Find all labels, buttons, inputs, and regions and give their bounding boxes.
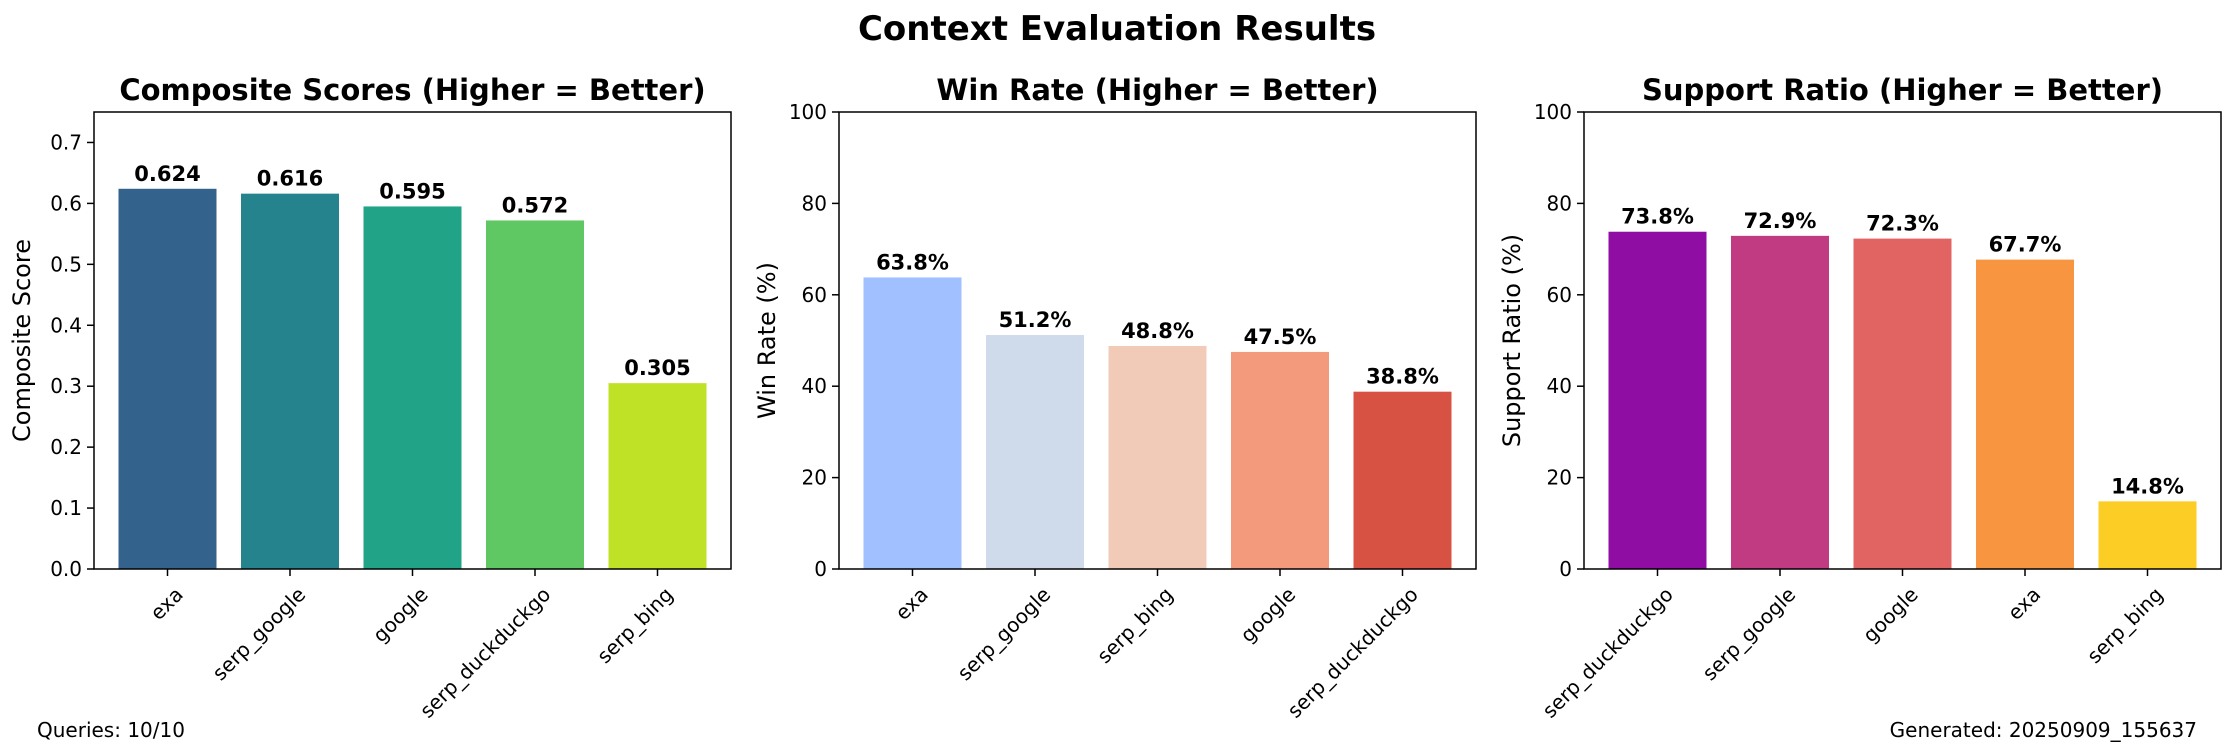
support-ratio-y-tick-label: 20 <box>1547 466 1572 490</box>
support-ratio-bar-exa <box>1976 259 2074 569</box>
composite-scores-y-tick-label: 0.1 <box>50 496 82 520</box>
composite-scores-bar-serp-google <box>241 193 339 569</box>
composite-scores-y-tick-label: 0.0 <box>50 557 82 581</box>
support-ratio-bar-google <box>1853 238 1952 570</box>
win-rate-y-tick-label: 60 <box>802 283 827 307</box>
composite-scores-bar-serp-bing <box>608 383 707 569</box>
win-rate-axes-frame <box>838 111 1477 570</box>
composite-scores-data-label: 0.572 <box>502 193 568 217</box>
support-ratio-data-label: 72.9% <box>1744 209 1817 233</box>
win-rate-y-axis-label: Win Rate (%) <box>753 262 781 419</box>
win-rate-data-label: 63.8% <box>876 250 949 274</box>
composite-scores-bar-google <box>363 206 462 570</box>
win-rate-bar-serp-duckduckgo <box>1353 391 1452 569</box>
composite-scores-y-tick-label: 0.7 <box>50 130 82 154</box>
composite-scores-y-tick-label: 0.2 <box>50 435 82 459</box>
win-rate-y-tick-label: 80 <box>802 191 827 215</box>
support-ratio-y-axis-label: Support Ratio (%) <box>1498 234 1526 447</box>
win-rate-y-tick-label: 40 <box>802 374 827 398</box>
support-ratio-y-tick-label: 40 <box>1547 374 1572 398</box>
support-ratio-axes-frame <box>1583 111 2222 570</box>
figure-title: Context Evaluation Results <box>858 9 1376 49</box>
win-rate-y-tick-label: 0 <box>814 557 827 581</box>
composite-scores-y-tick-label: 0.5 <box>50 252 82 276</box>
win-rate-y-tick-label: 100 <box>789 100 827 124</box>
composite-scores-data-label: 0.305 <box>624 356 690 380</box>
composite-scores-title: Composite Scores (Higher = Better) <box>119 73 705 107</box>
queries-footer: Queries: 10/10 <box>37 718 185 742</box>
support-ratio-chart: Support Ratio (Higher = Better) Support R… <box>1498 73 2222 723</box>
support-ratio-bar-serp-duckduckgo <box>1608 231 1707 569</box>
composite-scores-data-label: 0.616 <box>257 167 323 191</box>
support-ratio-y-tick-label: 100 <box>1534 100 1572 124</box>
composite-scores-data-label: 0.624 <box>134 162 200 186</box>
win-rate-data-label: 51.2% <box>999 308 1072 332</box>
composite-scores-y-tick-label: 0.4 <box>50 313 82 337</box>
win-rate-title: Win Rate (Higher = Better) <box>936 73 1378 107</box>
composite-scores-axes-frame <box>93 111 732 570</box>
composite-scores-y-axis-label: Composite Score <box>8 239 36 442</box>
composite-scores-bar-serp-duckduckgo <box>486 220 584 569</box>
support-ratio-y-tick-label: 80 <box>1547 191 1572 215</box>
win-rate-data-label: 48.8% <box>1121 319 1194 343</box>
win-rate-bar-serp-bing <box>1108 345 1207 569</box>
support-ratio-bar-serp-google <box>1731 235 1829 570</box>
support-ratio-data-label: 67.7% <box>1989 233 2062 257</box>
win-rate-data-label: 47.5% <box>1244 325 1317 349</box>
generated-footer: Generated: 20250909_155637 <box>1890 718 2197 742</box>
support-ratio-data-label: 73.8% <box>1621 205 1694 229</box>
win-rate-bar-exa <box>863 277 962 569</box>
win-rate-bar-google <box>1231 351 1329 569</box>
support-ratio-y-tick-label: 0 <box>1559 557 1572 581</box>
win-rate-bar-serp-google <box>986 335 1084 569</box>
composite-scores-bar-exa <box>118 188 217 569</box>
composite-scores-data-label: 0.595 <box>379 179 445 203</box>
composite-scores-y-tick-label: 0.3 <box>50 374 82 398</box>
composite-scores-y-tick-label: 0.6 <box>50 191 82 215</box>
win-rate-y-tick-label: 20 <box>802 466 827 490</box>
win-rate-data-label: 38.8% <box>1366 365 1439 389</box>
support-ratio-y-tick-label: 60 <box>1547 283 1572 307</box>
support-ratio-bar-serp-bing <box>2098 501 2197 569</box>
support-ratio-data-label: 14.8% <box>2111 474 2184 498</box>
support-ratio-title: Support Ratio (Higher = Better) <box>1642 73 2163 107</box>
support-ratio-data-label: 72.3% <box>1866 212 1939 236</box>
